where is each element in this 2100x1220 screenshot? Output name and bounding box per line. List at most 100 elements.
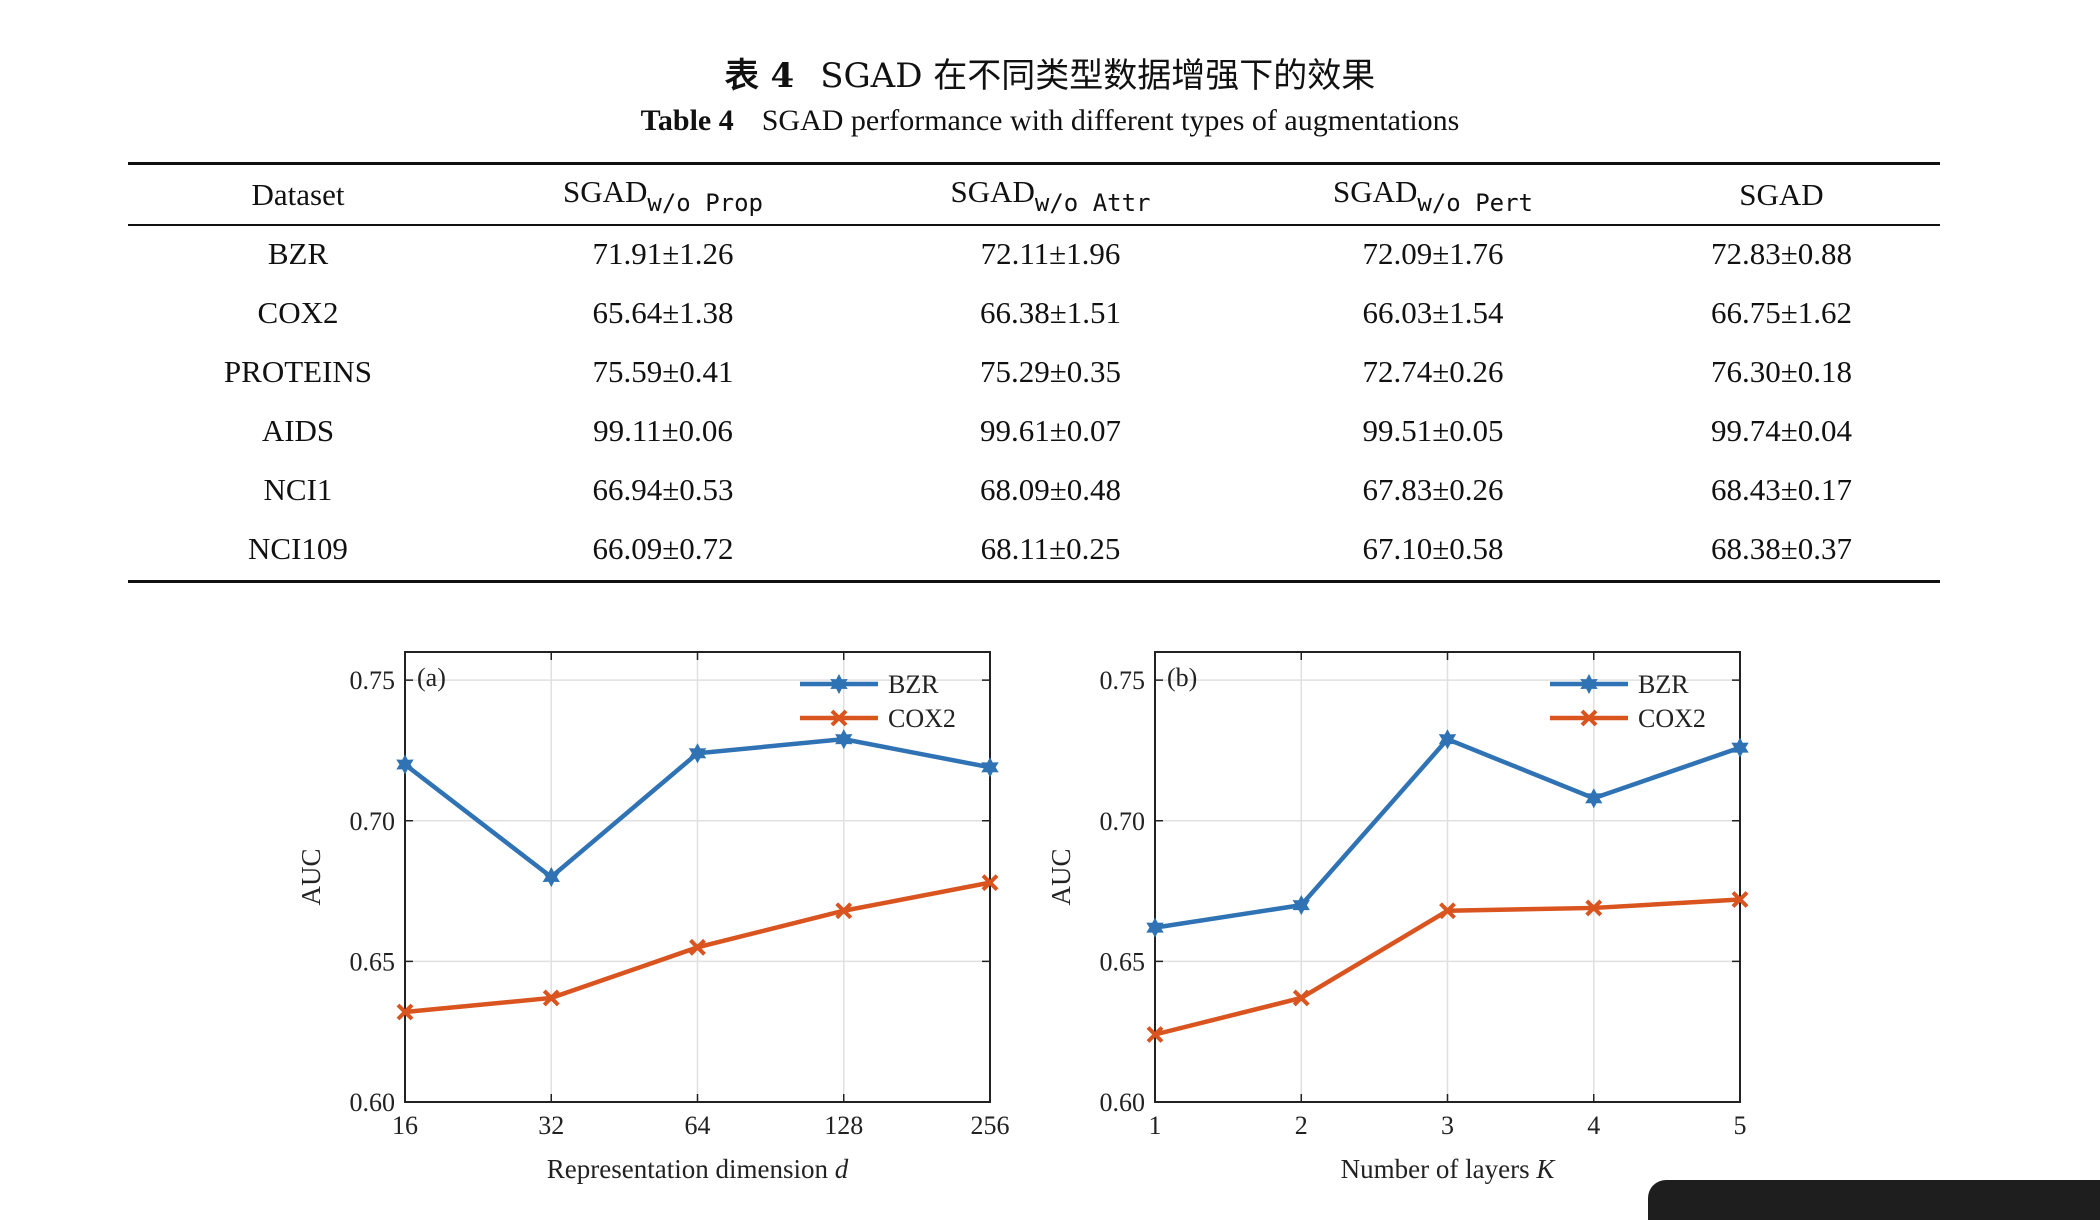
col-header-sgad-wo-prop: SGADw/o Prop — [563, 173, 763, 217]
x-tick-label: 16 — [392, 1111, 418, 1140]
col-header-sgad: SGAD — [1739, 177, 1824, 212]
table-cell: 66.38±1.51 — [979, 294, 1121, 330]
table-cell: 66.75±1.62 — [1710, 294, 1852, 330]
table-cell: 68.11±0.25 — [980, 530, 1121, 566]
table-row: NCI109 66.09±0.72 68.11±0.25 67.10±0.58 68.3… — [128, 519, 1940, 578]
table-cell: 67.83±0.26 — [1362, 471, 1504, 507]
table-cell: 68.43±0.17 — [1710, 471, 1852, 507]
data-point — [1439, 902, 1456, 920]
data-point — [688, 743, 707, 764]
table-cell: BZR — [267, 235, 329, 271]
grid-lines — [1155, 652, 1740, 1102]
table-header-row: Dataset SGADw/o Prop SGADw/o Attr SGADw/… — [128, 166, 1940, 224]
data-point — [1292, 895, 1310, 916]
table-cell: COX2 — [257, 294, 339, 330]
x-tick-label: 3 — [1441, 1111, 1454, 1140]
legend-label: BZR — [1638, 670, 1689, 699]
data-point — [835, 729, 853, 750]
y-tick-label: 0.75 — [350, 666, 396, 695]
data-point — [835, 902, 853, 920]
y-tick-label: 0.70 — [1100, 807, 1146, 836]
x-axis-label-text: Representation dimension — [547, 1154, 835, 1184]
caption-en-title: SGAD performance with different types of… — [761, 104, 1460, 137]
data-point — [1731, 737, 1749, 758]
series-bzr — [1146, 729, 1749, 938]
table-caption-english: Table 4 SGAD performance with different t… — [0, 104, 2100, 138]
legend-label: COX2 — [1638, 704, 1706, 733]
table-row: NCI1 66.94±0.53 68.09±0.48 67.83±0.26 68.43±… — [128, 460, 1940, 519]
y-tick-label: 0.60 — [1100, 1088, 1146, 1117]
data-point — [1146, 917, 1164, 938]
data-point — [689, 938, 706, 956]
series-bzr — [396, 729, 999, 888]
x-tick-label: 5 — [1734, 1111, 1747, 1140]
table-cell: 76.30±0.18 — [1710, 353, 1852, 389]
x-tick-label: 64 — [685, 1111, 711, 1140]
table-cell: 99.61±0.07 — [979, 412, 1121, 448]
table-cell: 66.94±0.53 — [592, 471, 734, 507]
table-cell: AIDS — [261, 412, 335, 448]
x-tick-label: 32 — [538, 1111, 564, 1140]
table-cell: 75.29±0.35 — [979, 353, 1121, 389]
caption-cn-label: 表 4 — [724, 56, 795, 96]
legend: BZR COX2 — [800, 670, 956, 733]
table-cell: 99.51±0.05 — [1362, 412, 1504, 448]
table-cell: NCI1 — [263, 471, 333, 507]
caption-en-label: Table 4 — [640, 104, 734, 137]
table-cell: 65.64±1.38 — [592, 294, 734, 330]
y-tick-label: 0.60 — [350, 1088, 396, 1117]
data-point — [396, 754, 414, 775]
table-cell: 72.74±0.26 — [1362, 353, 1504, 389]
table-bottom-rule — [128, 580, 1940, 583]
x-tick-label: 4 — [1587, 1111, 1600, 1140]
legend: BZR COX2 — [1550, 670, 1706, 733]
chart-a-dimension: 16 32 64 128 256 0.60 0.65 0.70 0.75 Representati… — [296, 651, 1010, 1184]
table-row: AIDS 99.11±0.06 99.61±0.07 99.51±0.05 99.74±… — [128, 401, 1940, 460]
x-tick-label: 1 — [1149, 1111, 1162, 1140]
chart-b-layers: 1 2 3 4 5 0.60 0.65 0.70 0.75 Number of layers K A… — [1046, 651, 1749, 1184]
table-cell: 75.59±0.41 — [592, 353, 734, 389]
table-row: BZR 71.91±1.26 72.11±1.96 72.09±1.76 72.83±0… — [128, 224, 1940, 283]
col-header-sgad-wo-pert: SGADw/o Pert — [1333, 173, 1533, 217]
table-caption-chinese: 表 4 SGAD 在不同类型数据增强下的效果 — [0, 48, 2100, 97]
legend-label: COX2 — [888, 704, 956, 733]
panel-label: (a) — [417, 663, 446, 692]
legend-marker — [830, 709, 848, 727]
table-cell: 68.09±0.48 — [979, 471, 1121, 507]
x-tick-label: 128 — [824, 1111, 863, 1140]
data-point — [1585, 899, 1603, 917]
x-axis-label-variable: K — [1535, 1154, 1556, 1184]
table-cell: 67.10±0.58 — [1362, 530, 1504, 566]
table-top-rule — [128, 162, 1940, 165]
col-header-sgad-wo-attr: SGADw/o Attr — [950, 173, 1151, 217]
table-cell: PROTEINS — [223, 353, 373, 389]
data-point — [981, 874, 999, 892]
table-cell: 68.38±0.37 — [1710, 530, 1852, 566]
table-cell: NCI109 — [248, 530, 348, 566]
legend-marker — [830, 673, 848, 695]
y-axis-label: AUC — [1046, 848, 1076, 905]
table-row: PROTEINS 75.59±0.41 75.29±0.35 72.74±0.26 76… — [128, 342, 1940, 401]
y-tick-label: 0.70 — [350, 807, 396, 836]
table-cell: 99.74±0.04 — [1710, 412, 1852, 448]
data-point — [1292, 989, 1310, 1007]
data-point — [396, 1003, 414, 1021]
data-point — [542, 989, 560, 1007]
y-axis-label: AUC — [296, 848, 326, 905]
legend-marker — [1580, 709, 1598, 727]
data-point — [1146, 1026, 1164, 1043]
table-cell: 71.91±1.26 — [592, 235, 734, 271]
data-point — [1585, 788, 1603, 809]
caption-cn-title: SGAD 在不同类型数据增强下的效果 — [820, 56, 1376, 96]
x-axis-label: Representation dimension d — [547, 1154, 849, 1184]
table-row: COX2 65.64±1.38 66.38±1.51 66.03±1.54 66.75±… — [128, 283, 1940, 342]
table-cell: 66.03±1.54 — [1362, 294, 1504, 330]
table-cell: 72.09±1.76 — [1362, 235, 1504, 271]
panel-label: (b) — [1167, 663, 1197, 692]
data-point — [542, 866, 560, 888]
series-cox2 — [396, 874, 999, 1021]
y-tick-label: 0.65 — [1100, 947, 1146, 976]
data-point — [1438, 729, 1457, 750]
grid-lines — [405, 652, 990, 1102]
legend-label: BZR — [888, 670, 939, 699]
